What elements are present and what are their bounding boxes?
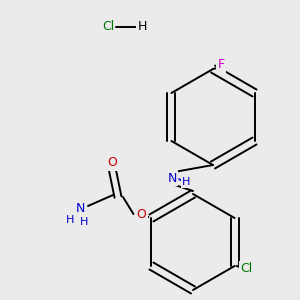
- Text: H: H: [182, 177, 190, 187]
- Text: N: N: [75, 202, 85, 214]
- Text: F: F: [218, 58, 225, 71]
- Text: Cl: Cl: [240, 262, 253, 275]
- Text: H: H: [66, 215, 74, 225]
- Text: O: O: [107, 157, 117, 169]
- Text: Cl: Cl: [102, 20, 114, 34]
- Text: O: O: [136, 208, 146, 220]
- Text: H: H: [137, 20, 147, 34]
- Text: N: N: [167, 172, 177, 184]
- Text: H: H: [80, 217, 88, 227]
